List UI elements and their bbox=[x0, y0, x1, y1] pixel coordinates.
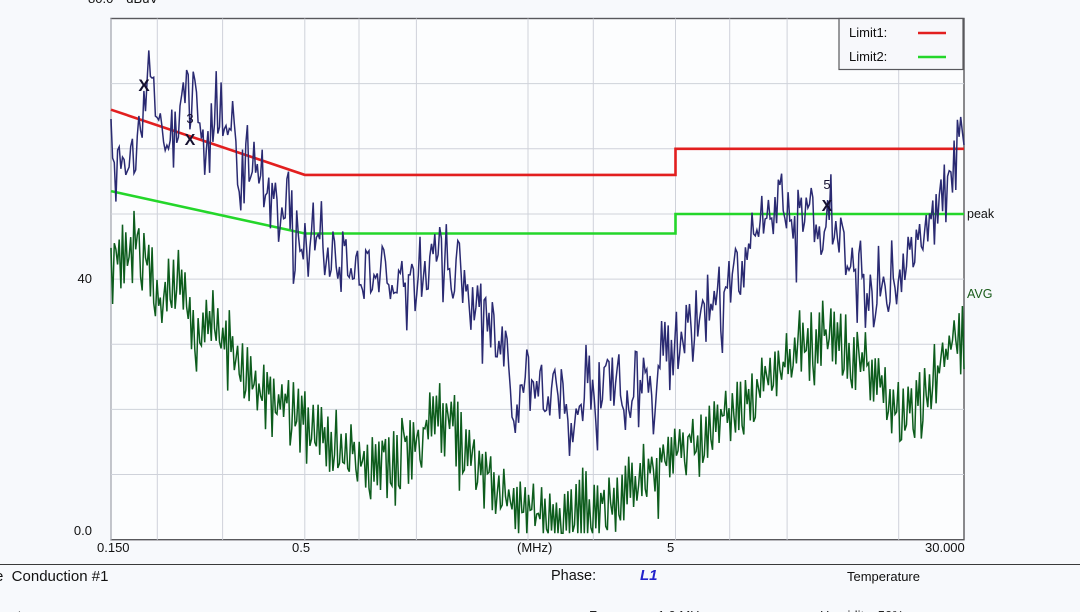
svg-text:80.0 dBuV: 80.0 dBuV bbox=[88, 0, 158, 6]
svg-text:0.0: 0.0 bbox=[74, 523, 92, 538]
svg-text:30.000: 30.000 bbox=[925, 540, 965, 555]
svg-text:3: 3 bbox=[186, 111, 193, 126]
svg-text:X: X bbox=[822, 198, 833, 215]
svg-text:5: 5 bbox=[667, 540, 674, 555]
svg-text:X: X bbox=[185, 132, 196, 149]
svg-text:peak: peak bbox=[967, 207, 995, 221]
svg-text:0.150: 0.150 bbox=[97, 540, 130, 555]
svg-text:Limit1:: Limit1: bbox=[849, 25, 887, 40]
svg-text:5: 5 bbox=[823, 177, 830, 192]
svg-text:X: X bbox=[138, 76, 150, 95]
svg-text:Limit2:: Limit2: bbox=[849, 49, 887, 64]
svg-text:40: 40 bbox=[78, 271, 92, 286]
svg-text:0.5: 0.5 bbox=[292, 540, 310, 555]
svg-text:AVG: AVG bbox=[967, 287, 992, 301]
svg-text:(MHz): (MHz) bbox=[517, 540, 552, 555]
